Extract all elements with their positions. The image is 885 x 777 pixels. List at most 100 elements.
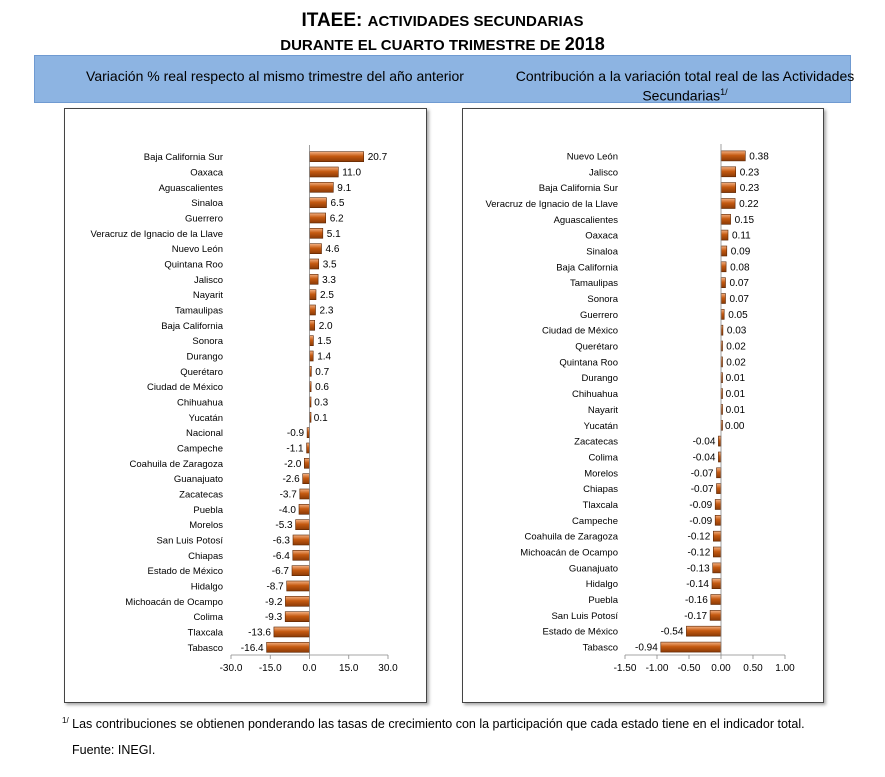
- data-label: 1.4: [317, 352, 331, 363]
- panel-title-banner: Variación % real respecto al mismo trime…: [34, 55, 854, 104]
- category-label: Aguascalientes: [159, 183, 224, 194]
- category-label: Tamaulipas: [570, 278, 618, 289]
- bar: [309, 212, 327, 224]
- data-label: 4.6: [326, 244, 340, 255]
- data-label: -0.04: [693, 453, 716, 464]
- data-label: 5.1: [327, 229, 341, 240]
- data-label: -2.6: [282, 474, 300, 485]
- category-label: Campeche: [572, 516, 618, 527]
- data-label: 0.1: [314, 413, 328, 424]
- bar: [720, 245, 728, 257]
- category-label: Querétaro: [180, 367, 223, 378]
- category-label: Estado de México: [147, 566, 223, 577]
- data-label: 0.3: [314, 398, 328, 409]
- x-tick-label: -15.0: [259, 663, 282, 674]
- variation-chart: Baja California Sur 20.7 Oaxaca 11.0 Aguasca…: [90, 145, 398, 674]
- data-label: 0.11: [732, 231, 751, 242]
- category-label: Sinaloa: [586, 247, 618, 258]
- data-label: -4.0: [279, 505, 297, 516]
- category-label: Ciudad de México: [542, 326, 618, 337]
- bar: [284, 611, 310, 623]
- category-label: Veracruz de Ignacio de la Llave: [90, 229, 223, 240]
- category-label: Colima: [588, 453, 618, 464]
- category-label: Sinaloa: [191, 198, 223, 209]
- bar: [309, 335, 314, 346]
- x-tick-label: -30.0: [220, 663, 243, 674]
- x-tick-label: 1.00: [775, 663, 795, 674]
- category-label: Yucatán: [189, 413, 223, 424]
- category-label: Yucatán: [584, 421, 618, 432]
- bar: [720, 198, 736, 209]
- bar: [720, 182, 736, 193]
- data-label: 3.5: [323, 260, 337, 271]
- bar: [709, 610, 722, 621]
- data-label: 0.07: [730, 294, 750, 305]
- category-label: Ciudad de México: [147, 382, 223, 393]
- category-label: Tabasco: [583, 643, 618, 654]
- category-label: Zacatecas: [574, 437, 618, 448]
- category-label: Chihuahua: [572, 389, 619, 400]
- bar: [714, 499, 722, 510]
- title-year: 2018: [564, 34, 605, 54]
- bar: [720, 150, 746, 162]
- category-label: Nacional: [186, 428, 223, 439]
- category-label: Nuevo León: [172, 244, 223, 255]
- left-panel-title: Variación % real respecto al mismo trime…: [86, 68, 464, 84]
- bar: [309, 151, 365, 163]
- category-label: Sonora: [587, 294, 618, 305]
- x-tick-label: 0.0: [303, 663, 317, 674]
- category-label: Campeche: [177, 444, 223, 455]
- category-label: San Luis Potosí: [551, 611, 618, 622]
- category-label: Hidalgo: [191, 582, 223, 593]
- data-label: 0.22: [739, 199, 759, 210]
- bar: [713, 546, 722, 558]
- data-label: 0.02: [726, 357, 746, 368]
- data-label: 0.03: [727, 326, 747, 337]
- category-label: Michoacán de Ocampo: [520, 548, 618, 559]
- category-label: Tamaulipas: [175, 306, 223, 317]
- data-label: -0.9: [287, 428, 305, 439]
- bar: [309, 258, 319, 270]
- data-label: 20.7: [368, 152, 388, 163]
- data-label: -0.16: [685, 595, 708, 606]
- data-label: -5.3: [275, 520, 293, 531]
- category-label: Quintana Roo: [164, 260, 223, 271]
- bar: [306, 442, 310, 454]
- data-label: -0.54: [661, 627, 684, 638]
- category-label: Guanajuato: [569, 563, 618, 574]
- category-label: Coahuila de Zaragoza: [525, 532, 619, 543]
- bar: [304, 457, 310, 469]
- data-label: -2.0: [284, 459, 302, 470]
- bar: [710, 594, 722, 605]
- category-label: Chiapas: [188, 551, 223, 562]
- bar: [298, 503, 310, 515]
- category-label: Baja California: [556, 262, 618, 273]
- data-label: -0.04: [693, 437, 716, 448]
- data-label: -0.07: [691, 468, 714, 479]
- data-label: 0.15: [735, 215, 755, 226]
- right-panel-title: Contribución a la variación total real d…: [515, 68, 855, 104]
- bar: [720, 261, 727, 273]
- data-label: 0.23: [740, 183, 760, 194]
- category-label: Baja California: [161, 321, 223, 332]
- x-tick-label: 15.0: [339, 663, 359, 674]
- data-label: 0.07: [730, 278, 750, 289]
- bar: [309, 197, 327, 208]
- category-label: Baja California Sur: [539, 183, 618, 194]
- bar: [299, 488, 310, 500]
- bar: [292, 534, 310, 546]
- bar: [309, 274, 319, 285]
- data-label: -0.09: [689, 500, 712, 511]
- category-label: Hidalgo: [586, 579, 618, 590]
- category-label: Morelos: [584, 468, 618, 479]
- title-small-caps: Actividades Secundarias: [367, 13, 584, 30]
- category-label: Puebla: [588, 595, 618, 606]
- data-label: -0.12: [688, 548, 711, 559]
- category-label: Sonora: [192, 336, 223, 347]
- data-label: 0.23: [740, 167, 760, 178]
- category-label: Coahuila de Zaragoza: [130, 459, 224, 470]
- bar: [720, 229, 729, 241]
- bar: [309, 350, 314, 362]
- category-label: Michoacán de Ocampo: [125, 597, 223, 608]
- category-label: Guerrero: [580, 310, 618, 321]
